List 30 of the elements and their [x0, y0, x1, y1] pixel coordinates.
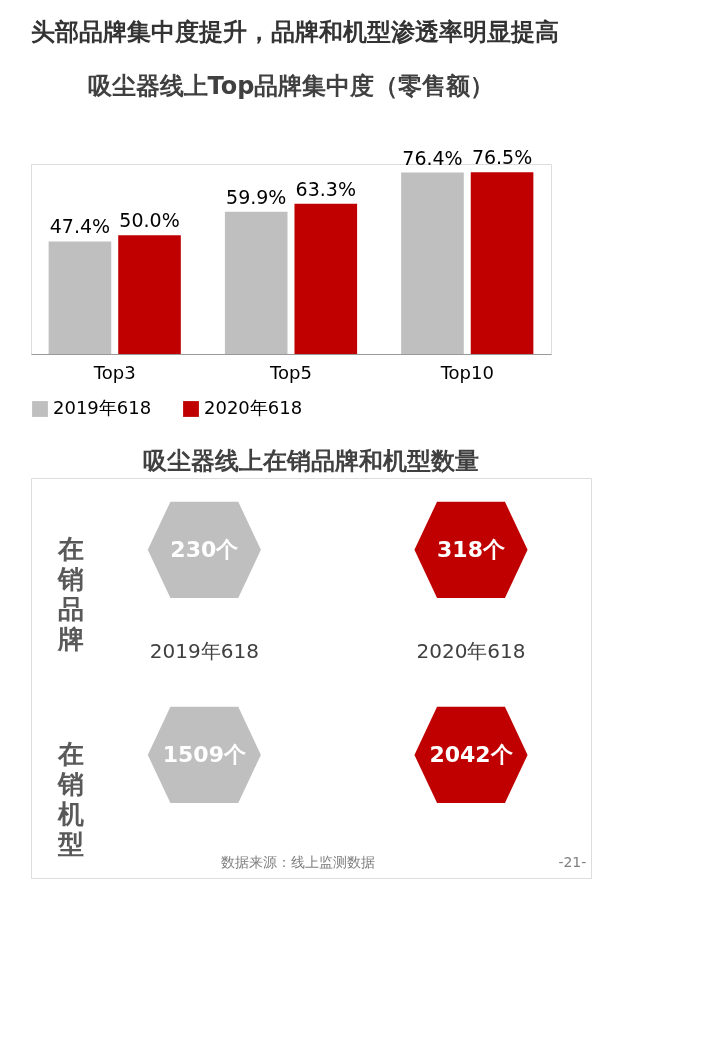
data-label: 59.9% [226, 185, 287, 208]
data-label: 50.0% [119, 209, 180, 232]
category-label: 2020年618 [416, 639, 526, 664]
legend-label: 2020年618 [204, 397, 303, 418]
bar [401, 172, 464, 354]
data-label: 63.3% [295, 177, 356, 200]
chart-title: 头部品牌集中度提升，品牌和机型渗透率明显提高 [30, 17, 559, 46]
data-label: 2042个 [429, 741, 513, 767]
text: -21- [558, 853, 587, 870]
bar [118, 235, 181, 354]
category-label: 2019年618 [149, 639, 259, 664]
data-label: 1509个 [162, 741, 246, 767]
data-label: 76.5% [471, 146, 533, 169]
data-label: 318个 [437, 536, 505, 562]
bar [470, 172, 534, 354]
bar [224, 211, 288, 354]
data-label: 230个 [170, 536, 239, 562]
source-note: 数据来源：线上监测数据 [220, 853, 375, 870]
legend-label: 2019年618 [53, 397, 152, 418]
chart-subtitle: 吸尘器线上Top品牌集中度（零售额） [87, 72, 495, 101]
data-label: 76.4% [402, 146, 463, 169]
bar [294, 203, 358, 354]
x-tick-label: Top3 [92, 361, 136, 383]
text: 在销机型 [57, 738, 84, 859]
x-tick-label: Top10 [439, 361, 494, 383]
text: 在销品牌 [57, 533, 84, 654]
x-tick-label: Top5 [269, 361, 312, 383]
bar [48, 241, 112, 354]
text: 吸尘器线上在销品牌和机型数量 [143, 447, 479, 475]
data-label: 47.4% [49, 215, 111, 238]
